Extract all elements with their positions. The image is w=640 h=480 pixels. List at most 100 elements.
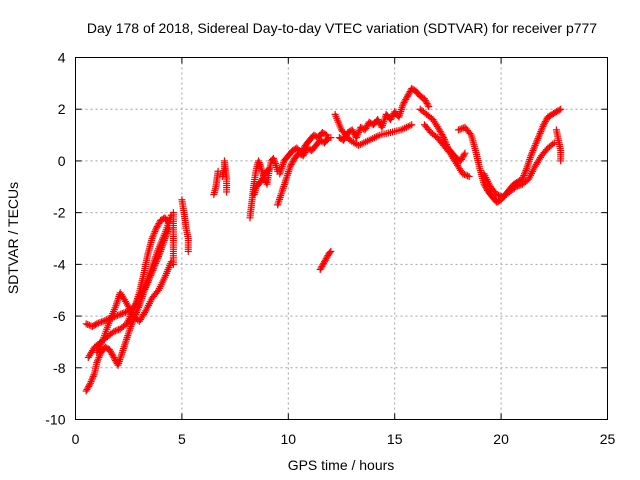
data-point — [317, 264, 325, 272]
data-point — [403, 94, 411, 102]
data-point — [275, 195, 283, 203]
data-point — [436, 127, 444, 135]
data-point — [458, 154, 466, 162]
x-tick-label: 20 — [493, 431, 509, 447]
data-point — [121, 341, 129, 349]
data-point — [122, 337, 130, 345]
data-point — [297, 149, 305, 157]
data-point — [120, 345, 128, 353]
y-tick-label: 4 — [58, 50, 66, 66]
data-point — [95, 353, 103, 361]
data-point — [318, 262, 326, 270]
data-point — [455, 126, 463, 134]
data-point — [115, 311, 123, 319]
data-point — [279, 186, 287, 194]
data-point — [256, 160, 264, 168]
data-point — [99, 317, 107, 325]
x-tick-label: 15 — [387, 431, 403, 447]
data-point — [124, 332, 132, 340]
data-point — [84, 320, 92, 328]
data-point — [460, 171, 468, 179]
data-point — [375, 117, 383, 125]
data-point — [462, 171, 470, 179]
data-point — [119, 346, 127, 354]
data-point — [89, 374, 97, 382]
data-point — [438, 131, 446, 139]
data-point — [154, 221, 162, 229]
data-point — [519, 173, 527, 181]
data-point — [255, 159, 263, 167]
data-point — [498, 192, 506, 200]
data-point — [108, 350, 116, 358]
data-point — [117, 352, 125, 360]
data-point — [93, 320, 101, 328]
data-point — [90, 371, 98, 379]
data-point — [257, 176, 265, 184]
data-point — [530, 143, 538, 151]
data-point — [120, 343, 128, 351]
data-point — [459, 152, 467, 160]
data-point — [349, 127, 357, 135]
data-point — [127, 322, 135, 330]
data-point — [117, 310, 125, 318]
data-point — [439, 132, 447, 140]
data-point — [464, 172, 472, 180]
axis-ticks — [75, 57, 608, 420]
y-axis-label: SDTVAR / TECUs — [5, 182, 21, 294]
data-point — [387, 114, 395, 122]
data-point — [118, 350, 126, 358]
data-point — [289, 157, 297, 165]
data-point — [541, 118, 549, 126]
data-point — [532, 140, 540, 148]
data-point — [405, 89, 413, 97]
data-point — [280, 181, 288, 189]
data-point — [528, 148, 536, 156]
data-point — [515, 181, 523, 189]
plot-frame — [75, 57, 608, 420]
data-point — [403, 92, 411, 100]
data-point — [257, 178, 265, 186]
data-point — [386, 116, 394, 124]
data-point — [424, 101, 432, 109]
data-point — [128, 319, 136, 327]
data-point — [265, 165, 273, 173]
data-point — [277, 190, 285, 198]
x-tick-label: 10 — [281, 431, 297, 447]
data-point — [279, 184, 287, 192]
data-point — [152, 226, 160, 234]
data-point — [361, 126, 369, 134]
y-tick-label: -4 — [53, 256, 66, 272]
data-point — [437, 129, 445, 137]
data-point — [537, 128, 545, 136]
data-point — [169, 209, 177, 217]
data-point — [82, 387, 90, 395]
data-point — [327, 247, 335, 255]
data-point — [420, 95, 428, 103]
data-point — [327, 134, 335, 142]
y-tick-label: -6 — [53, 308, 66, 324]
data-point — [124, 330, 132, 338]
data-point — [125, 328, 133, 336]
data-point — [255, 157, 263, 165]
data-point — [91, 321, 99, 329]
data-point — [259, 173, 267, 181]
data-point — [512, 183, 520, 191]
data-point — [284, 169, 292, 177]
data-point — [285, 168, 293, 176]
data-point — [269, 154, 277, 162]
data-point — [155, 220, 163, 228]
data-point — [531, 141, 539, 149]
data-point — [109, 352, 117, 360]
data-point — [555, 106, 563, 114]
data-point — [286, 162, 294, 170]
data-point — [399, 100, 407, 108]
data-point — [141, 309, 149, 317]
data-point — [281, 179, 289, 187]
data-point — [320, 258, 328, 266]
data-point — [481, 182, 489, 190]
data-point — [423, 100, 431, 108]
data-point — [397, 106, 405, 114]
x-tick-label: 5 — [178, 431, 186, 447]
data-point — [425, 103, 433, 111]
